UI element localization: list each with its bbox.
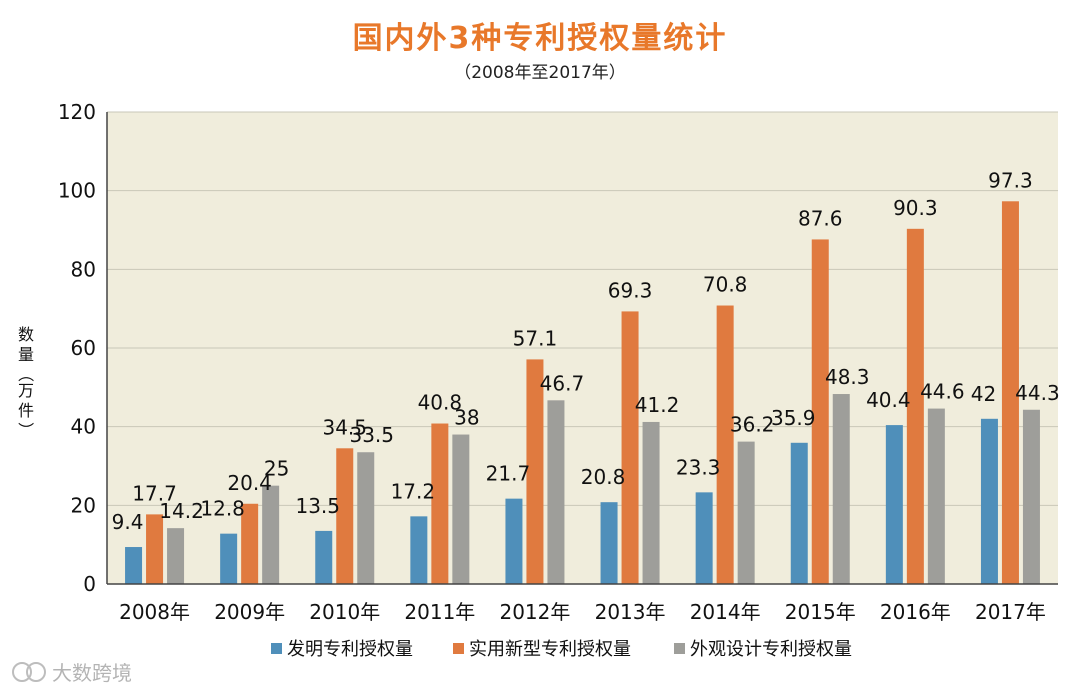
legend-label: 实用新型专利授权量 — [469, 639, 631, 660]
bar — [1022, 409, 1040, 584]
data-label: 38 — [454, 406, 479, 430]
legend-label: 外观设计专利授权量 — [690, 639, 852, 660]
data-label: 44.3 — [1015, 381, 1060, 405]
bar — [980, 418, 998, 584]
watermark-logo-icon — [12, 662, 32, 682]
x-tick-label: 2015年 — [785, 600, 856, 624]
y-tick-label: 40 — [71, 415, 96, 439]
data-label: 20.4 — [227, 471, 272, 495]
bar — [315, 530, 333, 584]
data-label: 70.8 — [703, 273, 748, 297]
data-label: 34.5 — [322, 415, 367, 439]
x-tick-label: 2012年 — [499, 600, 570, 624]
y-axis-label-char: 件 — [18, 401, 34, 420]
bar — [885, 425, 903, 584]
bar — [906, 228, 924, 584]
bar — [927, 408, 945, 584]
bar — [790, 442, 808, 584]
y-tick-label: 80 — [71, 257, 96, 281]
data-label: 20.8 — [581, 465, 626, 489]
data-label: 23.3 — [676, 455, 721, 479]
bar — [1001, 201, 1019, 584]
bar — [336, 448, 354, 584]
y-axis-label-char: （ — [16, 366, 35, 382]
data-label: 14.2 — [159, 499, 204, 523]
bar — [695, 492, 713, 584]
data-label: 12.8 — [200, 497, 245, 521]
x-tick-label: 2017年 — [975, 600, 1046, 624]
data-label: 41.2 — [635, 393, 680, 417]
data-label: 9.4 — [112, 510, 144, 534]
bar — [737, 441, 755, 584]
bar — [146, 514, 164, 584]
bar — [452, 434, 470, 584]
watermark-text: 大数跨境 — [52, 661, 132, 685]
y-axis-label-char: ） — [16, 422, 35, 438]
data-label: 57.1 — [513, 326, 558, 350]
bar — [220, 533, 238, 584]
data-label: 40.4 — [866, 388, 911, 412]
data-label: 21.7 — [486, 462, 531, 486]
data-label: 42 — [971, 382, 996, 406]
data-label: 97.3 — [988, 168, 1033, 192]
data-label: 25 — [264, 457, 289, 481]
bar — [357, 452, 375, 584]
bar — [262, 485, 280, 584]
y-tick-label: 0 — [83, 572, 96, 596]
watermark: 大数跨境 — [12, 661, 132, 685]
data-label: 40.8 — [418, 391, 463, 415]
bar — [811, 239, 829, 584]
y-tick-label: 60 — [71, 336, 96, 360]
data-label: 69.3 — [608, 278, 653, 302]
data-label: 90.3 — [893, 196, 938, 220]
bar — [431, 423, 449, 584]
data-label: 13.5 — [295, 494, 340, 518]
bar — [526, 359, 544, 584]
legend-label: 发明专利授权量 — [287, 639, 413, 660]
bar — [410, 516, 428, 584]
x-tick-label: 2014年 — [690, 600, 761, 624]
x-tick-label: 2010年 — [309, 600, 380, 624]
chart-subtitle: （2008年至2017年） — [454, 63, 626, 83]
data-label: 17.2 — [391, 479, 436, 503]
bar — [505, 498, 523, 584]
data-label: 36.2 — [730, 413, 775, 437]
data-label: 17.7 — [132, 481, 177, 505]
y-axis-label-char: 量 — [18, 345, 34, 364]
y-tick-label: 100 — [58, 179, 96, 203]
data-label: 33.5 — [349, 423, 394, 447]
bar — [167, 528, 185, 584]
bar — [125, 547, 143, 584]
data-label: 87.6 — [798, 206, 843, 230]
y-axis-label-char: 数 — [18, 325, 34, 344]
data-label: 48.3 — [825, 365, 870, 389]
watermark-logo-icon — [26, 662, 46, 682]
y-axis-label-char: 万 — [18, 381, 34, 400]
x-tick-label: 2011年 — [404, 600, 475, 624]
data-label: 35.9 — [771, 406, 816, 430]
chart-title: 国内外3种专利授权量统计 — [353, 21, 728, 56]
bar — [642, 421, 660, 584]
y-tick-label: 120 — [58, 100, 96, 124]
bar — [832, 394, 850, 584]
data-label: 46.7 — [540, 371, 585, 395]
legend-swatch — [453, 643, 464, 654]
x-tick-label: 2009年 — [214, 600, 285, 624]
x-tick-label: 2016年 — [880, 600, 951, 624]
bar — [621, 311, 639, 584]
bar — [547, 400, 565, 584]
bar — [716, 305, 734, 584]
legend-swatch — [271, 643, 282, 654]
x-tick-label: 2013年 — [595, 600, 666, 624]
bar — [600, 502, 618, 584]
y-tick-label: 20 — [71, 493, 96, 517]
data-label: 44.6 — [920, 380, 965, 404]
x-tick-label: 2008年 — [119, 600, 190, 624]
legend-swatch — [674, 643, 685, 654]
bar — [241, 503, 259, 584]
